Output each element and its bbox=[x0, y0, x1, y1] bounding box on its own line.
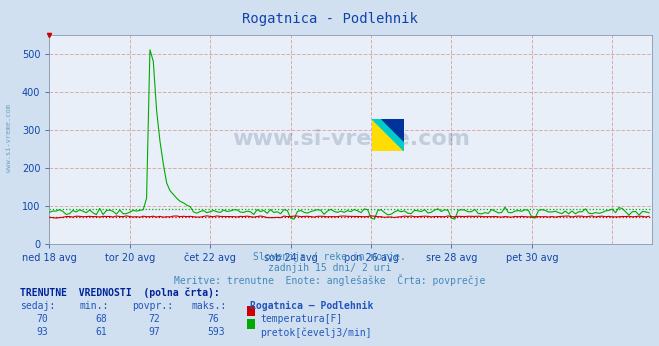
Text: min.:: min.: bbox=[79, 301, 109, 311]
Polygon shape bbox=[382, 119, 404, 141]
Text: povpr.:: povpr.: bbox=[132, 301, 173, 311]
Text: 97: 97 bbox=[148, 327, 160, 337]
Text: Meritve: trenutne  Enote: anglešaške  Črta: povprečje: Meritve: trenutne Enote: anglešaške Črta… bbox=[174, 274, 485, 286]
Text: 93: 93 bbox=[36, 327, 48, 337]
Text: maks.:: maks.: bbox=[191, 301, 226, 311]
Text: Rogatnica - Podlehnik: Rogatnica - Podlehnik bbox=[242, 12, 417, 26]
Text: TRENUTNE  VREDNOSTI  (polna črta):: TRENUTNE VREDNOSTI (polna črta): bbox=[20, 287, 219, 298]
Text: Rogatnica – Podlehnik: Rogatnica – Podlehnik bbox=[250, 301, 374, 311]
Text: zadnjih 15 dni/ 2 uri: zadnjih 15 dni/ 2 uri bbox=[268, 263, 391, 273]
Text: Slovenija / reke in morje.: Slovenija / reke in morje. bbox=[253, 252, 406, 262]
Text: temperatura[F]: temperatura[F] bbox=[260, 314, 343, 324]
Text: 72: 72 bbox=[148, 314, 160, 324]
Text: 76: 76 bbox=[208, 314, 219, 324]
Text: 593: 593 bbox=[208, 327, 225, 337]
Text: pretok[čevelj3/min]: pretok[čevelj3/min] bbox=[260, 327, 372, 338]
Text: 70: 70 bbox=[36, 314, 48, 324]
Polygon shape bbox=[372, 119, 404, 151]
Text: 61: 61 bbox=[96, 327, 107, 337]
Text: www.si-vreme.com: www.si-vreme.com bbox=[232, 129, 470, 149]
Text: www.si-vreme.com: www.si-vreme.com bbox=[5, 104, 12, 172]
Text: sedaj:: sedaj: bbox=[20, 301, 55, 311]
Polygon shape bbox=[372, 119, 404, 151]
Text: 68: 68 bbox=[96, 314, 107, 324]
